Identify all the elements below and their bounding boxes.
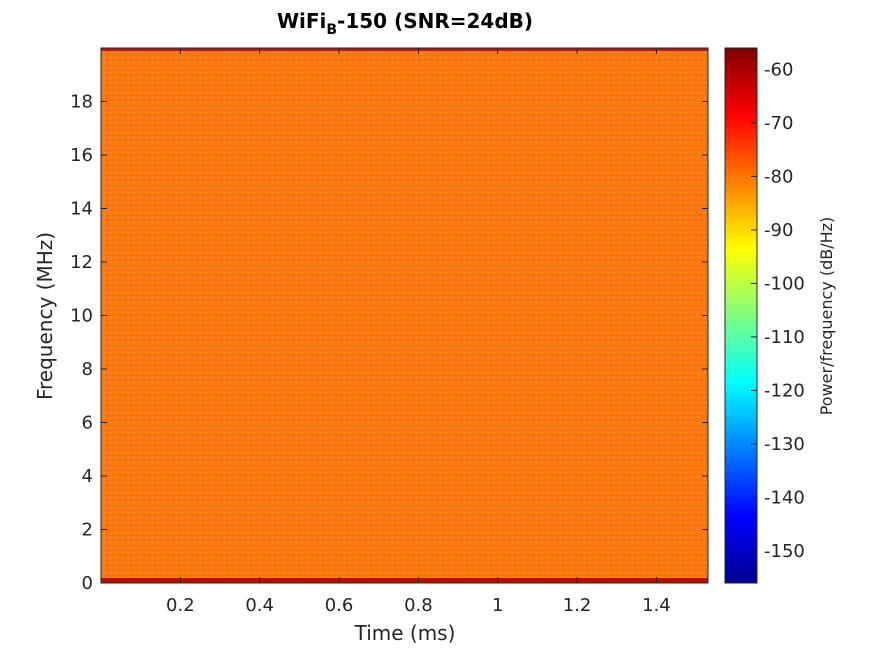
colorbar-tick-label: -60 (764, 59, 793, 80)
x-tick-label: 0.2 (166, 595, 195, 616)
y-tick-label: 6 (82, 413, 93, 434)
colorbar: -60 -70 -80 -90 -100 -110 -120 -130 -140 -150 Pow… (724, 47, 836, 584)
colorbar-tick-label: -130 (764, 434, 805, 455)
band-edge-bottom (101, 578, 708, 583)
y-tick-label: 4 (82, 466, 93, 487)
x-tick-label: 0.4 (245, 595, 274, 616)
x-tick-label: 1 (492, 595, 503, 616)
x-tick-label: 1.2 (563, 595, 592, 616)
colorbar-tick-label: -80 (764, 166, 793, 187)
colorbar-tick-label: -140 (764, 487, 805, 508)
x-tick-label: 1.4 (642, 595, 671, 616)
y-tick-label: 0 (82, 573, 93, 594)
y-tick-label: 12 (70, 252, 93, 273)
band-edge-top (101, 48, 708, 51)
colorbar-tick-label: -110 (764, 327, 805, 348)
y-axis-ticks: 0 2 4 6 8 10 12 14 16 18 (70, 92, 708, 594)
x-tick-label: 0.6 (325, 595, 354, 616)
y-tick-label: 2 (82, 520, 93, 541)
y-tick-label: 8 (82, 359, 93, 380)
spectrogram-plot (100, 47, 709, 584)
x-tick-label: 0.8 (404, 595, 433, 616)
y-tick-label: 10 (70, 306, 93, 327)
y-axis-label: Frequency (MHz) (33, 232, 57, 400)
spectrogram-image (101, 48, 708, 583)
x-axis-label: Time (ms) (354, 621, 456, 645)
colorbar-tick-label: -70 (764, 113, 793, 134)
colorbar-tick-label: -150 (764, 541, 805, 562)
chart-title: WiFiB-150 (SNR=24dB) (277, 9, 533, 38)
colorbar-tick-label: -100 (764, 273, 805, 294)
colorbar-tick-label: -90 (764, 220, 793, 241)
y-tick-label: 14 (70, 199, 93, 220)
y-tick-label: 16 (70, 145, 93, 166)
y-tick-label: 18 (70, 92, 93, 113)
colorbar-label: Power/frequency (dB/Hz) (817, 217, 836, 416)
colorbar-gradient (724, 47, 758, 584)
colorbar-tick-label: -120 (764, 380, 805, 401)
colorbar-ticks: -60 -70 -80 -90 -100 -110 -120 -130 -140 -150 (751, 59, 805, 562)
x-axis-ticks: 0.2 0.4 0.6 0.8 1 1.2 1.4 (166, 48, 671, 616)
